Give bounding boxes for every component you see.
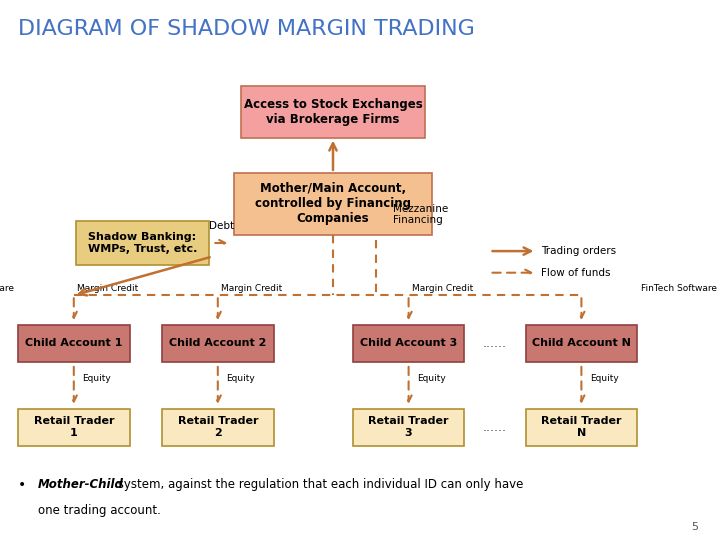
Text: FinTech Software: FinTech Software [0,284,14,293]
Text: one trading account.: one trading account. [38,504,161,517]
Text: Retail Trader
1: Retail Trader 1 [34,416,114,438]
FancyBboxPatch shape [18,325,130,362]
Text: Equity: Equity [590,374,618,382]
Text: Trading orders: Trading orders [541,246,616,256]
Text: Equity: Equity [82,374,111,382]
Text: ......: ...... [483,421,507,434]
FancyBboxPatch shape [76,221,209,265]
FancyBboxPatch shape [353,409,464,446]
FancyBboxPatch shape [18,409,130,446]
FancyBboxPatch shape [162,325,274,362]
Text: Retail Trader
N: Retail Trader N [541,416,621,438]
Text: Mother-Child: Mother-Child [38,478,124,491]
Text: Margin Credit: Margin Credit [412,284,474,293]
Text: Margin Credit: Margin Credit [222,284,283,293]
FancyBboxPatch shape [526,325,637,362]
Text: FinTech Software: FinTech Software [641,284,717,293]
Text: Equity: Equity [226,374,255,382]
Text: Child Account 2: Child Account 2 [169,339,266,348]
FancyBboxPatch shape [526,409,637,446]
FancyBboxPatch shape [234,173,432,235]
Text: •: • [18,478,26,492]
Text: Debt: Debt [209,221,234,231]
Text: Child Account N: Child Account N [532,339,631,348]
FancyBboxPatch shape [353,325,464,362]
Text: Child Account 1: Child Account 1 [25,339,122,348]
Text: DIAGRAM OF SHADOW MARGIN TRADING: DIAGRAM OF SHADOW MARGIN TRADING [18,19,475,39]
Text: Mezzanine
Financing: Mezzanine Financing [393,204,448,226]
Text: 5: 5 [691,522,698,532]
Text: Flow of funds: Flow of funds [541,268,611,278]
Text: Child Account 3: Child Account 3 [360,339,457,348]
Text: Access to Stock Exchanges
via Brokerage Firms: Access to Stock Exchanges via Brokerage … [243,98,423,126]
Text: Margin Credit: Margin Credit [78,284,139,293]
Text: system, against the regulation that each individual ID can only have: system, against the regulation that each… [114,478,523,491]
FancyBboxPatch shape [241,86,425,138]
Text: Shadow Banking:
WMPs, Trust, etc.: Shadow Banking: WMPs, Trust, etc. [88,232,197,254]
Text: Mother/Main Account,
controlled by Financing
Companies: Mother/Main Account, controlled by Finan… [255,183,411,225]
Text: Retail Trader
2: Retail Trader 2 [178,416,258,438]
Text: ......: ...... [483,337,507,350]
Text: Retail Trader
3: Retail Trader 3 [369,416,449,438]
FancyBboxPatch shape [162,409,274,446]
Text: Equity: Equity [418,374,446,382]
